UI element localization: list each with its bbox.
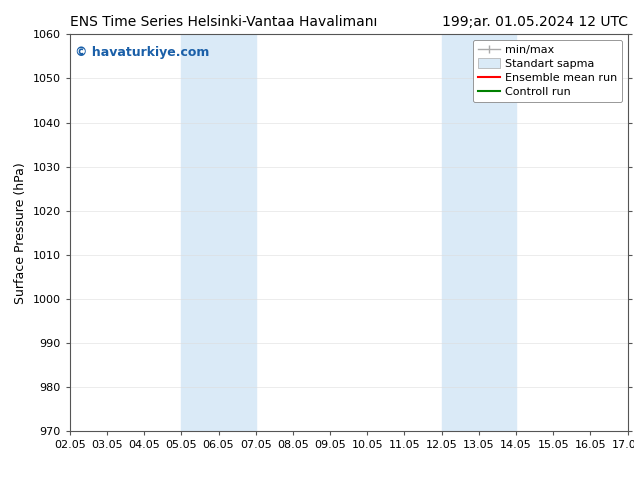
Bar: [181, 34, 256, 431]
Text: © havaturkiye.com: © havaturkiye.com: [75, 46, 210, 59]
Bar: [442, 34, 516, 431]
Text: ENS Time Series Helsinki-Vantaa Havalimanı: ENS Time Series Helsinki-Vantaa Havalima…: [70, 15, 377, 29]
Text: 199;ar. 01.05.2024 12 UTC: 199;ar. 01.05.2024 12 UTC: [442, 15, 628, 29]
Y-axis label: Surface Pressure (hPa): Surface Pressure (hPa): [14, 162, 27, 304]
Legend: min/max, Standart sapma, Ensemble mean run, Controll run: min/max, Standart sapma, Ensemble mean r…: [473, 40, 622, 102]
